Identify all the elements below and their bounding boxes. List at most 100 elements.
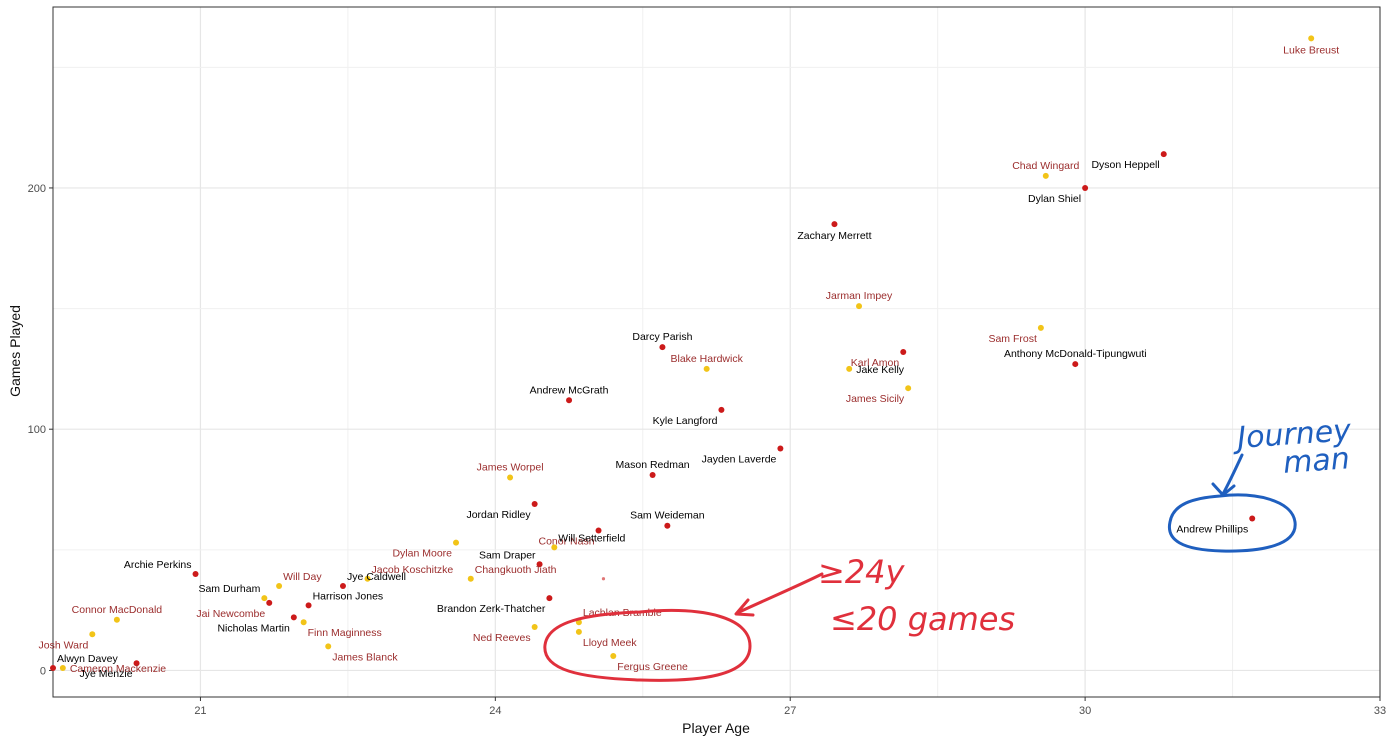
data-point — [846, 365, 853, 372]
data-point — [1072, 361, 1079, 368]
point-label: Ned Reeves — [473, 632, 531, 644]
data-point — [325, 643, 332, 650]
point-label: Will Setterfield — [558, 532, 625, 544]
data-point — [777, 445, 784, 452]
point-label: Will Day — [283, 571, 322, 583]
point-label: Jye Caldwell — [347, 571, 406, 583]
data-point — [364, 575, 371, 582]
data-point — [1308, 35, 1315, 42]
x-tick-label: 30 — [1079, 705, 1091, 717]
data-point — [453, 539, 460, 546]
x-tick-label: 21 — [194, 705, 206, 717]
point-label: Andrew Phillips — [1176, 523, 1248, 535]
y-axis-title: Games Played — [7, 305, 23, 397]
point-label: Sam Draper — [479, 549, 536, 561]
data-point — [703, 365, 710, 372]
data-point — [113, 616, 120, 623]
data-point — [536, 561, 543, 568]
data-point — [595, 527, 602, 534]
data-point — [531, 624, 538, 631]
data-point — [856, 303, 863, 310]
data-point — [300, 619, 307, 626]
data-point — [1042, 172, 1049, 179]
data-point — [531, 500, 538, 507]
data-point — [718, 406, 725, 413]
point-labels: Luke Breust Dyson Heppell Chad Wingard Dyla… — [39, 44, 1340, 680]
point-label: Mason Redman — [616, 459, 690, 471]
data-point — [905, 385, 912, 392]
data-point — [575, 628, 582, 635]
data-points — [50, 35, 1315, 672]
point-label: Conor Nash — [539, 536, 595, 548]
y-tick-label: 0 — [40, 665, 46, 677]
point-label: Harrison Jones — [313, 590, 384, 602]
x-tick-label: 27 — [784, 705, 796, 717]
point-label: Sam Durham — [198, 583, 260, 595]
plot-panel-border — [52, 6, 1381, 698]
point-label: Jai Newcombe — [196, 608, 265, 620]
x-axis-title: Player Age — [682, 720, 750, 736]
data-point — [507, 474, 514, 481]
data-point — [566, 397, 573, 404]
grid-lines — [53, 7, 1381, 697]
point-label: Jordan Ridley — [466, 509, 531, 521]
point-label: Finn Maginness — [308, 627, 382, 639]
data-point — [59, 665, 66, 672]
point-label: Andrew McGrath — [530, 384, 609, 396]
point-label: Jye Menzie — [79, 668, 132, 680]
data-point — [1249, 515, 1256, 522]
data-point — [831, 221, 838, 228]
x-tick-label: 33 — [1374, 705, 1386, 717]
point-label: James Sicily — [846, 393, 905, 405]
point-label: Archie Perkins — [124, 559, 192, 571]
point-label: Zachary Merrett — [797, 230, 871, 242]
young-players-note-age: ≥24y — [818, 553, 906, 591]
point-label: James Blanck — [332, 651, 398, 663]
data-point — [610, 652, 617, 659]
data-point — [1037, 324, 1044, 331]
stray-data-point — [601, 577, 606, 581]
point-label: Blake Hardwick — [670, 353, 743, 365]
point-label: Dylan Moore — [392, 548, 452, 560]
point-label: Josh Ward — [39, 639, 89, 651]
data-point — [900, 349, 907, 355]
point-label: Dylan Shiel — [1028, 193, 1081, 205]
point-label: Lloyd Meek — [583, 637, 637, 649]
point-label: James Worpel — [477, 461, 544, 473]
data-point — [339, 583, 346, 590]
data-point — [261, 595, 268, 602]
x-tick-label: 24 — [489, 705, 501, 717]
point-label: Changkuoth Jiath — [475, 564, 557, 576]
data-point — [266, 599, 273, 606]
point-label: Darcy Parish — [632, 331, 692, 343]
journeyman-note: Journey man — [1231, 412, 1363, 484]
young-players-ellipse — [543, 608, 752, 682]
point-label: Alwyn Davey — [57, 653, 118, 665]
point-label: Luke Breust — [1283, 44, 1339, 56]
y-tick-label: 200 — [28, 183, 46, 195]
point-label: Cameron Mackenzie — [70, 663, 166, 675]
young-players-note-games: ≤20 games — [830, 600, 1015, 638]
journeyman-arrow — [1211, 453, 1244, 497]
point-label: Dyson Heppell — [1091, 159, 1159, 171]
data-point — [467, 575, 474, 582]
data-point — [659, 344, 666, 351]
journeyman-annotation: Journey man — [1167, 412, 1363, 553]
point-label: Jarman Impey — [826, 290, 893, 302]
point-label: Nicholas Martin — [217, 622, 290, 634]
point-label: Jacob Koschitzke — [372, 564, 454, 576]
point-label: Sam Frost — [988, 333, 1037, 345]
data-point — [1160, 151, 1167, 158]
data-point — [551, 544, 558, 551]
point-label: Connor MacDonald — [72, 604, 163, 616]
data-point — [649, 472, 656, 479]
data-point — [305, 602, 312, 609]
data-point — [50, 665, 56, 672]
point-label: Jake Kelly — [856, 364, 905, 376]
data-point — [276, 583, 283, 590]
y-tick-label: 100 — [28, 424, 46, 436]
point-label: Brandon Zerk-Thatcher — [437, 603, 546, 615]
data-point — [89, 631, 96, 638]
